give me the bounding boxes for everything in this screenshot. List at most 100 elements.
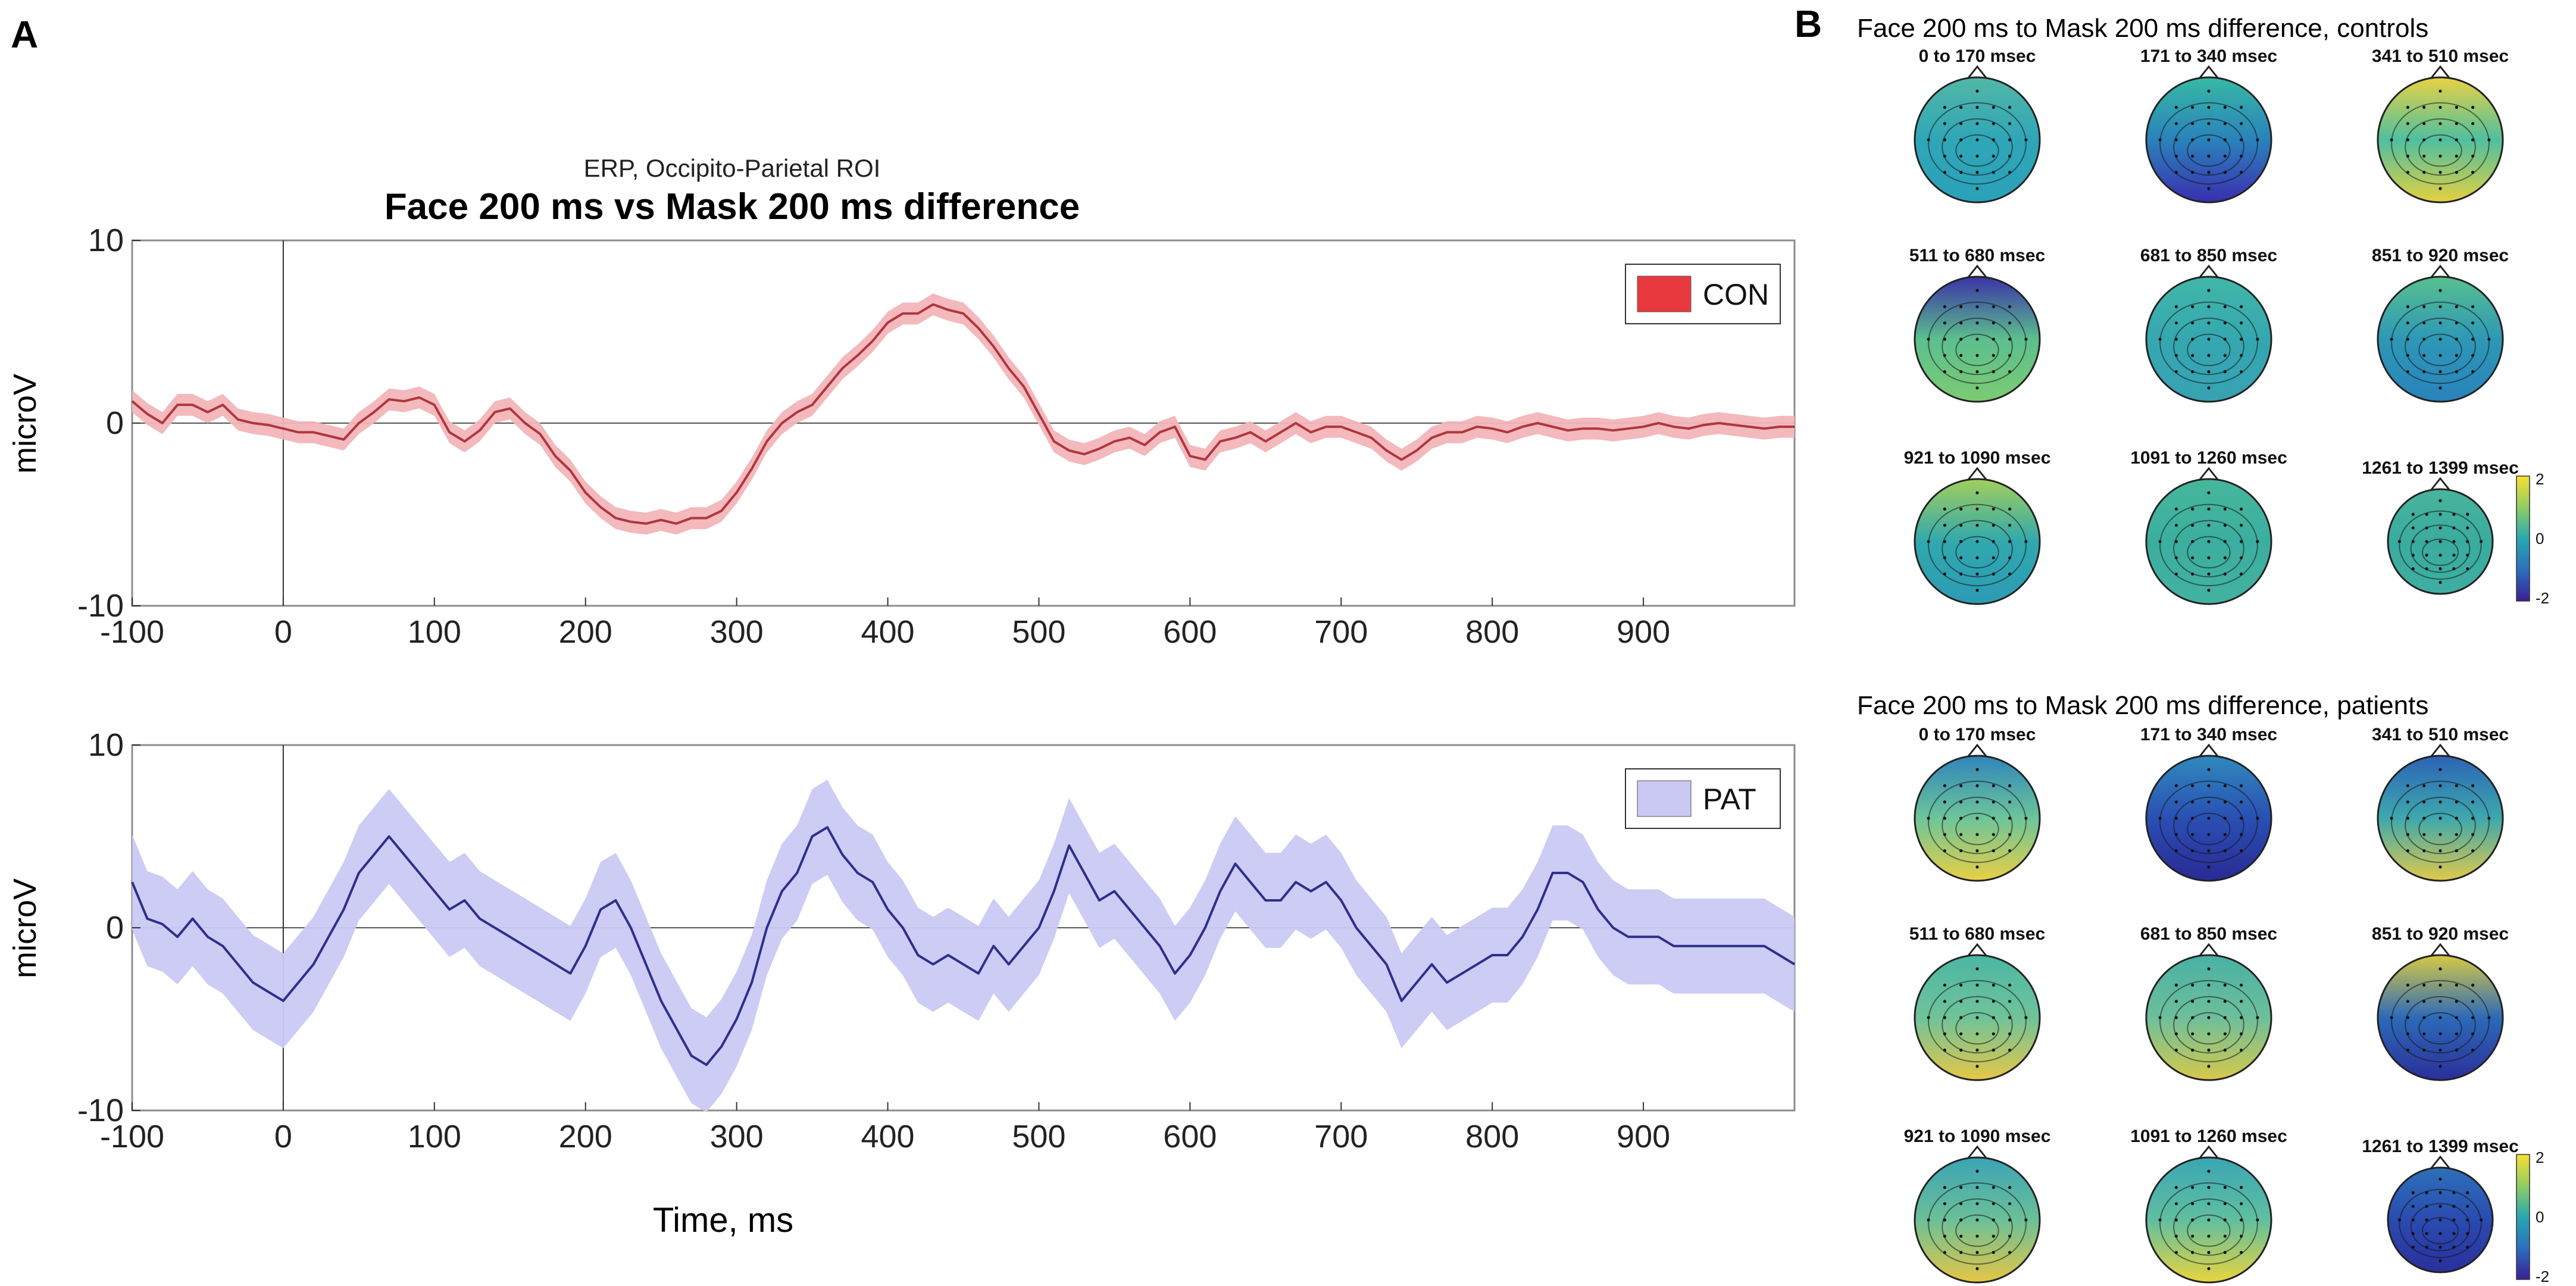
electrode-dot xyxy=(2411,1191,2415,1194)
electrode-dot xyxy=(2466,1191,2469,1194)
electrode-dot xyxy=(1992,1016,1995,1019)
electrode-dot xyxy=(2439,1246,2442,1249)
electrode-dot xyxy=(2008,353,2012,357)
electrode-dot xyxy=(2207,1065,2211,1068)
electrode-dot xyxy=(2223,105,2227,109)
electrode-dot xyxy=(2174,105,2178,109)
legend-swatch xyxy=(1637,780,1692,817)
colorbar-gradient xyxy=(2516,1154,2530,1280)
electrode-dot xyxy=(1975,1016,1979,1019)
electrode-dot xyxy=(2191,1234,2194,1238)
electrode-dot xyxy=(1959,833,1963,836)
electrode-dot xyxy=(2439,89,2442,93)
electrode-dot xyxy=(1975,865,1979,869)
plot-area: -100 0 100 200 300 400 500 600 700 800 900-10010PA… xyxy=(77,727,1796,1154)
electrode-dot xyxy=(2452,526,2456,530)
electrode-dot xyxy=(2191,540,2194,543)
electrode-dot xyxy=(2024,816,2028,820)
electrode-dot xyxy=(1943,1218,1946,1222)
electrode-dot xyxy=(1927,1218,1930,1222)
electrode-dot xyxy=(2240,1016,2243,1019)
electrode-dot xyxy=(2008,1016,2012,1019)
electrode-dot xyxy=(1959,321,1963,325)
nose-icon xyxy=(2198,264,2219,279)
electrode-dot xyxy=(2240,1234,2243,1238)
electrode-dot xyxy=(2452,1191,2456,1194)
electrode-dot xyxy=(2223,1202,2227,1206)
electrode-dot xyxy=(1975,849,1979,853)
topomap-label: 921 to 1090 msec xyxy=(1904,1127,2051,1146)
electrode-dot xyxy=(1992,370,1995,374)
nose-icon xyxy=(1967,264,1988,279)
electrode-dot xyxy=(2008,1000,2012,1003)
electrode-dot xyxy=(2455,171,2458,174)
electrode-dot xyxy=(2191,154,2194,158)
electrode-dot xyxy=(1943,507,1946,511)
electrode-dot xyxy=(2174,1251,2178,1254)
electrode-dot xyxy=(2207,89,2211,93)
electrode-dot xyxy=(1992,983,1995,987)
electrode-dot xyxy=(2158,337,2162,341)
nose-icon xyxy=(1967,743,1988,758)
topomap-label: 851 to 920 msec xyxy=(2372,246,2509,265)
electrode-dot xyxy=(2466,1218,2469,1222)
electrode-dot xyxy=(2425,1218,2428,1222)
electrode-dot xyxy=(2008,1032,2012,1035)
electrode-dot xyxy=(2455,154,2458,158)
electrode-dot xyxy=(1943,1202,1946,1206)
electrode-dot xyxy=(2223,171,2227,174)
topomap-label: 1261 to 1399 msec xyxy=(2362,458,2519,478)
electrode-dot xyxy=(2455,353,2458,357)
electrode-dot xyxy=(2207,816,2211,820)
electrode-dot xyxy=(1943,800,1946,804)
nose-icon xyxy=(1967,1145,1988,1159)
electrode-dot xyxy=(2207,386,2211,390)
electrode-dot xyxy=(1959,816,1963,820)
electrode-dot xyxy=(2455,305,2458,309)
electrode-dot xyxy=(2422,122,2426,126)
electrode-dot xyxy=(2390,1016,2393,1019)
electrode-dot xyxy=(1992,1202,1995,1206)
electrode-dot xyxy=(1943,1234,1946,1238)
electrode-dot xyxy=(1975,89,1979,93)
electrode-dot xyxy=(2240,833,2243,836)
electrode-dot xyxy=(2471,353,2475,357)
electrode-dot xyxy=(2466,512,2469,516)
contour-line xyxy=(1942,1198,2013,1256)
electrode-dot xyxy=(1992,540,1995,543)
electrode-dot xyxy=(1975,1065,1979,1068)
electrode-dot xyxy=(1992,849,1995,853)
electrode-dot xyxy=(2191,507,2194,511)
electrode-dot xyxy=(2174,849,2178,853)
nose-icon xyxy=(2198,743,2219,758)
electrode-dot xyxy=(2223,983,2227,987)
electrode-dot xyxy=(2406,1016,2409,1019)
electrode-dot xyxy=(2207,105,2211,109)
electrode-dot xyxy=(2422,353,2426,357)
topomap-label: 851 to 920 msec xyxy=(2372,924,2509,944)
electrode-dot xyxy=(2471,1032,2475,1035)
electrode-dot xyxy=(2406,122,2409,126)
electrode-dot xyxy=(2439,865,2442,869)
electrode-dot xyxy=(2207,1049,2211,1052)
electrode-dot xyxy=(2455,833,2458,836)
electrode-dot xyxy=(2240,1185,2243,1189)
contour-line xyxy=(1942,118,2013,176)
electrode-dot xyxy=(2207,1169,2211,1173)
electrode-dot xyxy=(2411,1232,2415,1235)
electrode-dot xyxy=(2207,1185,2211,1189)
electrode-dot xyxy=(1975,105,1979,109)
electrode-dot xyxy=(2471,1049,2475,1052)
contour-line xyxy=(1955,812,1999,846)
colorbar-mid-label: 0 xyxy=(2536,530,2544,547)
electrode-dot xyxy=(2191,784,2194,787)
electrode-dot xyxy=(2452,1204,2456,1208)
electrode-dot xyxy=(2411,1204,2415,1208)
electrode-dot xyxy=(2207,337,2211,341)
electrode-dot xyxy=(1943,784,1946,787)
electrode-dot xyxy=(1975,370,1979,374)
topomap-label: 511 to 680 msec xyxy=(1909,246,2046,265)
x-tick-label: 300 xyxy=(710,1119,764,1154)
y-tick-label: 10 xyxy=(88,727,124,763)
electrode-dot xyxy=(2008,305,2012,309)
